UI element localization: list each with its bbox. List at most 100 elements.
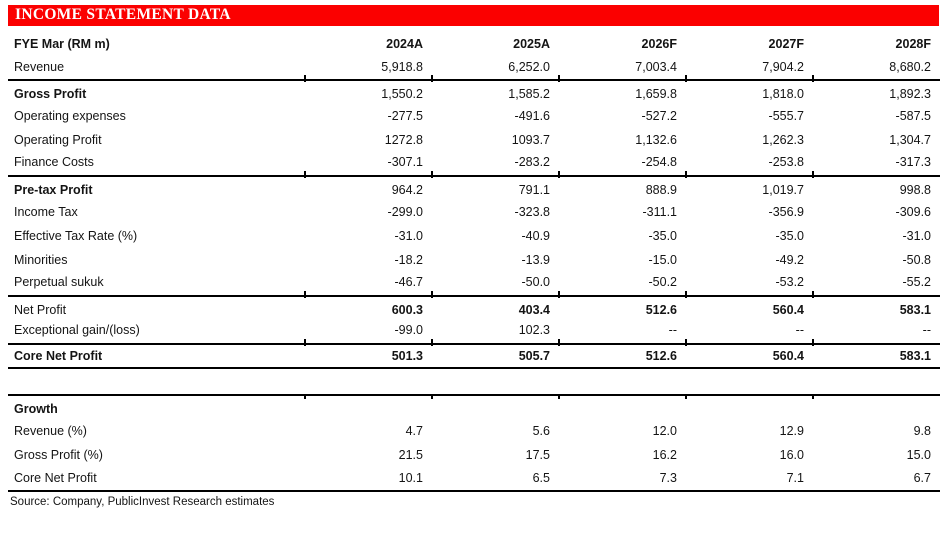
cell-value: -- (795, 322, 804, 337)
cell-value: 505.7 (431, 338, 559, 368)
cell-value: 6.7 (913, 470, 931, 485)
cell-value (304, 393, 432, 419)
table-section: Gross Profit 1,550.2 1,585.2 1,659.8 1,818.0… (8, 74, 940, 176)
section-header-bar: INCOME STATEMENT DATA (8, 5, 939, 26)
row-label: Gross Profit (%) (14, 448, 103, 462)
table-row: Gross Profit (%) 21.5 17.5 16.2 16.0 15.0 (8, 443, 940, 467)
cell-value: -317.3 (895, 154, 931, 169)
source-note: Source: Company, PublicInvest Research e… (10, 496, 275, 508)
cell-value: -15.0 (648, 253, 678, 267)
row-label: Exceptional gain/(loss) (14, 322, 140, 337)
table-row: Gross Profit 1,550.2 1,585.2 1,659.8 1,818.0… (8, 74, 940, 104)
cell-value: 1,132.6 (635, 133, 677, 147)
cell-value: 6,252.0 (508, 60, 550, 74)
cell-value: 560.4 (685, 290, 813, 320)
table-row: Perpetual sukuk -46.7 -50.0 -50.2 -53.2 -55.2 (8, 272, 940, 296)
cell-value: -13.9 (521, 253, 551, 267)
table-row: Minorities -18.2 -13.9 -15.0 -49.2 -50.8 (8, 248, 940, 272)
row-label: Revenue (14, 60, 65, 74)
cell-value: -356.9 (768, 205, 804, 219)
cell-value: 1,262.3 (762, 133, 804, 147)
cell-value: 1093.7 (511, 133, 550, 147)
cell-value: -40.9 (521, 229, 551, 243)
table-row: Revenue 5,918.8 6,252.0 7,003.4 7,904.2 8,680… (8, 56, 940, 80)
cell-value: 1,019.7 (685, 170, 813, 200)
cell-value: 4.7 (405, 424, 423, 438)
growth-section: Growth Revenue (%) 4.7 5.6 12.0 12.9 9.8 Gross … (8, 393, 940, 491)
cell-value: -31.0 (902, 229, 932, 243)
table-row: Operating Profit 1272.8 1093.7 1,132.6 1,262… (8, 128, 940, 152)
row-label: Finance Costs (14, 154, 94, 169)
cell-value: 5.6 (532, 424, 550, 438)
section-title: INCOME STATEMENT DATA (15, 6, 231, 23)
year-column-header: 2028F (895, 36, 931, 51)
year-column-header: 2027F (768, 36, 804, 51)
cell-value: -49.2 (775, 253, 805, 267)
cell-value: 16.0 (779, 448, 804, 462)
cell-value: 7.3 (659, 470, 677, 485)
year-column-header: 2024A (386, 36, 423, 51)
cell-value: 7.1 (786, 470, 804, 485)
row-label: Growth (14, 401, 58, 416)
cell-value: 1,892.3 (812, 74, 940, 104)
cell-value: 17.5 (525, 448, 550, 462)
cell-value: 6.5 (532, 470, 550, 485)
cell-value: -283.2 (514, 154, 550, 169)
cell-value: -35.0 (648, 229, 678, 243)
header-row: FYE Mar (RM m) 2024A 2025A 2026F 2027F 2028F (8, 31, 940, 56)
cell-value: 512.6 (558, 290, 686, 320)
cell-value (812, 393, 940, 419)
cell-value: 9.8 (913, 424, 931, 438)
cell-value: -491.6 (514, 109, 550, 123)
cell-value: -555.7 (768, 109, 804, 123)
income-statement-table: FYE Mar (RM m) 2024A 2025A 2026F 2027F 2028F R… (8, 31, 940, 369)
cell-value: 21.5 (398, 448, 423, 462)
cell-value: 1272.8 (384, 133, 423, 147)
row-label: Gross Profit (14, 87, 87, 101)
cell-value: 583.1 (812, 290, 940, 320)
cell-value: -55.2 (902, 274, 932, 289)
row-label: Operating expenses (14, 109, 126, 123)
row-label: Minorities (14, 253, 68, 267)
cell-value: -323.8 (514, 205, 550, 219)
row-label: Net Profit (14, 303, 67, 317)
year-column-header: 2025A (513, 36, 550, 51)
cell-value: -587.5 (895, 109, 931, 123)
cell-value: 998.8 (812, 170, 940, 200)
row-label: Operating Profit (14, 133, 102, 147)
cell-value: 12.0 (652, 424, 677, 438)
table-row: Finance Costs -307.1 -283.2 -254.8 -253.8 -31… (8, 152, 940, 176)
cell-value: -50.2 (648, 274, 678, 289)
cell-value: 1,550.2 (304, 74, 432, 104)
table-row: Pre-tax Profit 964.2 791.1 888.9 1,019.7 998.… (8, 170, 940, 200)
row-label: Core Net Profit (14, 470, 97, 485)
table-section: Core Net Profit 501.3 505.7 512.6 560.4 583.1 (8, 338, 940, 368)
row-label: Core Net Profit (14, 348, 103, 363)
cell-value: 560.4 (685, 338, 813, 368)
cell-value: -31.0 (394, 229, 424, 243)
table-row: Operating expenses -277.5 -491.6 -527.2 -555… (8, 104, 940, 128)
cell-value (558, 393, 686, 419)
row-label: Revenue (%) (14, 424, 87, 438)
cell-value: -- (922, 322, 931, 337)
table-section: Revenue 5,918.8 6,252.0 7,003.4 7,904.2 8,680… (8, 56, 940, 80)
year-column-header: 2026F (641, 36, 677, 51)
cell-value: -53.2 (775, 274, 805, 289)
table-row: Revenue (%) 4.7 5.6 12.0 12.9 9.8 (8, 419, 940, 443)
cell-value: 7,003.4 (635, 60, 677, 74)
cell-value: -254.8 (641, 154, 677, 169)
cell-value: -309.6 (895, 205, 931, 219)
cell-value: 791.1 (431, 170, 559, 200)
table-row: Core Net Profit 501.3 505.7 512.6 560.4 583.1 (8, 338, 940, 368)
cell-value (431, 393, 559, 419)
cell-value: 600.3 (304, 290, 432, 320)
cell-value: 583.1 (812, 338, 940, 368)
cell-value: 964.2 (304, 170, 432, 200)
cell-value: -527.2 (641, 109, 677, 123)
cell-value: -253.8 (768, 154, 804, 169)
table-section: Net Profit 600.3 403.4 512.6 560.4 583.1 Excep… (8, 290, 940, 344)
row-label: Perpetual sukuk (14, 274, 104, 289)
cell-value: 1,585.2 (431, 74, 559, 104)
table-row: Exceptional gain/(loss) -99.0 102.3 -- -- -- (8, 320, 940, 344)
cell-value (685, 393, 813, 419)
